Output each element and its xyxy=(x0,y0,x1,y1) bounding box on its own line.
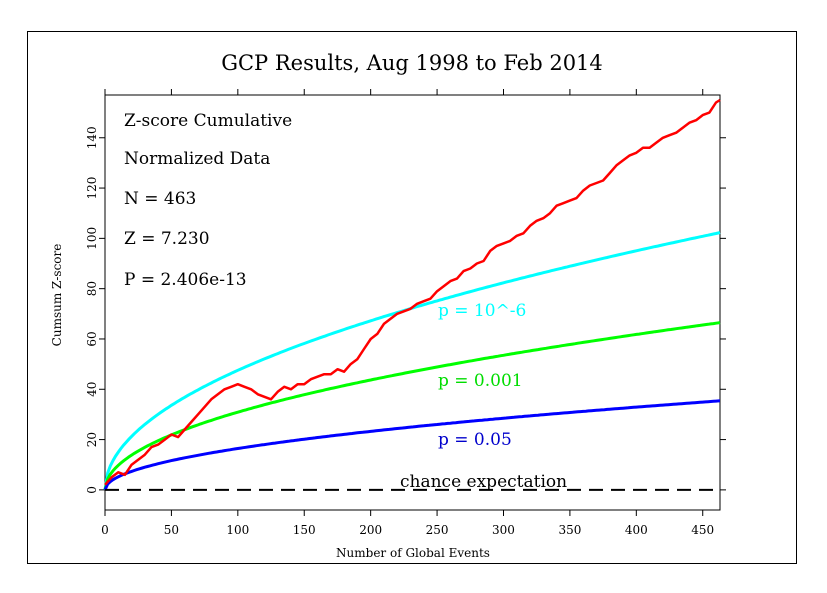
y-tick-label: 120 xyxy=(85,177,99,200)
y-tick-label: 140 xyxy=(85,126,99,149)
y-tick-label: 100 xyxy=(85,227,99,250)
x-tick-label: 200 xyxy=(359,523,382,537)
label-p-1e-6: p = 10^-6 xyxy=(438,301,526,321)
x-tick-label: 300 xyxy=(492,523,515,537)
info-line-5: P = 2.406e-13 xyxy=(124,270,247,290)
x-tick-label: 50 xyxy=(164,523,179,537)
x-tick-label: 100 xyxy=(226,523,249,537)
label-chance-expectation: chance expectation xyxy=(400,472,567,492)
label-p-005: p = 0.05 xyxy=(438,430,512,450)
plot-area xyxy=(104,94,721,511)
y-tick-label: 80 xyxy=(85,281,99,296)
x-tick-label: 450 xyxy=(691,523,714,537)
x-tick-label: 400 xyxy=(625,523,648,537)
label-p-0001: p = 0.001 xyxy=(438,371,523,391)
x-tick-label: 250 xyxy=(426,523,449,537)
y-axis-label: Cumsum Z-score xyxy=(50,244,64,347)
info-line-3: N = 463 xyxy=(124,189,196,209)
y-tick-label: 60 xyxy=(85,331,99,346)
x-tick-label: 150 xyxy=(293,523,316,537)
info-line-4: Z = 7.230 xyxy=(124,229,210,249)
chart-frame xyxy=(27,31,797,564)
info-line-2: Normalized Data xyxy=(124,149,270,169)
cumsum-z-line xyxy=(104,98,721,486)
y-axis: 0 20 40 60 80 100 120 140 xyxy=(85,126,726,494)
x-axis-label: Number of Global Events xyxy=(336,546,490,560)
x-tick-label: 0 xyxy=(101,523,109,537)
envelope-line-2 xyxy=(103,321,721,491)
series-group xyxy=(103,98,721,491)
x-tick-label: 350 xyxy=(558,523,581,537)
envelope-line-3 xyxy=(103,399,720,491)
y-tick-label: 40 xyxy=(85,382,99,397)
x-axis: 0 50 100 150 200 250 300 350 400 450 xyxy=(101,89,714,537)
y-tick-label: 20 xyxy=(85,432,99,447)
info-block: Z-score Cumulative Normalized Data N = 4… xyxy=(124,111,292,290)
y-tick-label: 0 xyxy=(85,486,99,494)
info-line-1: Z-score Cumulative xyxy=(124,111,292,131)
chart-title: GCP Results, Aug 1998 to Feb 2014 xyxy=(221,51,603,75)
